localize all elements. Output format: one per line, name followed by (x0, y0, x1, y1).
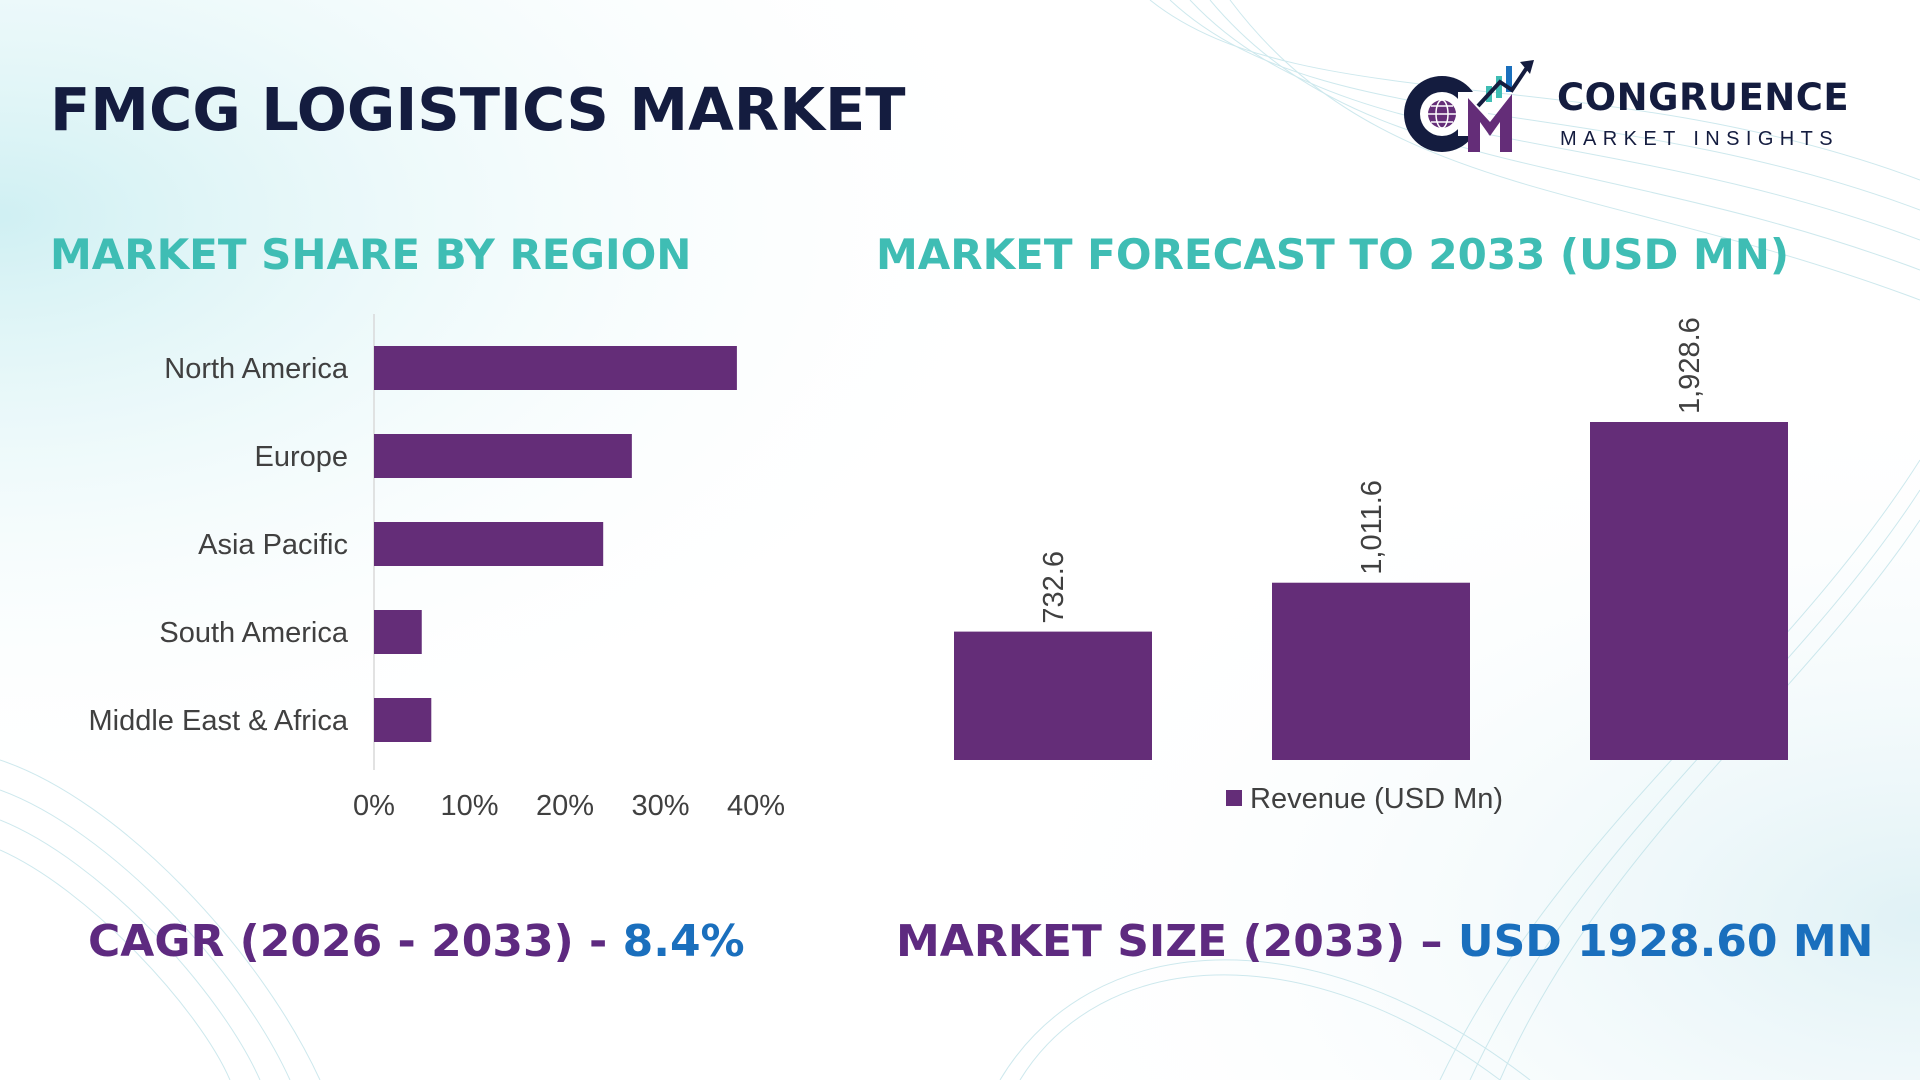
cagr-label: CAGR (2026 - 2033) - (88, 916, 623, 967)
x-tick-label: 40% (727, 790, 785, 822)
logo-tagline: MARKET INSIGHTS (1560, 128, 1839, 150)
region-label: Middle East & Africa (89, 705, 349, 737)
market-size-value: USD 1928.60 MN (1457, 916, 1874, 967)
x-tick-label: 10% (440, 790, 498, 822)
brand-logo: CONGRUENCE MARKET INSIGHTS (1400, 52, 1870, 162)
region-label: South America (159, 617, 348, 649)
x-tick-label: 0% (353, 790, 395, 822)
region-bar (374, 698, 432, 742)
region-bar (374, 522, 604, 566)
region-bar (374, 346, 737, 390)
region-label: North America (164, 353, 349, 385)
forecast-bar (1272, 582, 1470, 760)
logo-mark-icon (1404, 60, 1534, 152)
forecast-data-label: 1,011.6 (1356, 480, 1388, 575)
x-tick-label: 30% (631, 790, 689, 822)
cagr-footer: CAGR (2026 - 2033) - 8.4% (88, 916, 745, 967)
cagr-value: 8.4% (622, 916, 745, 967)
forecast-bar (1590, 422, 1788, 760)
region-bar (374, 610, 422, 654)
region-label: Europe (254, 441, 348, 473)
region-share-title: MARKET SHARE BY REGION (50, 230, 692, 279)
logo-name: CONGRUENCE (1557, 76, 1850, 119)
forecast-bar (954, 631, 1152, 760)
forecast-data-label: 732.6 (1038, 551, 1070, 624)
region-share-chart: North America Europe Asia Pacific South Ame… (89, 314, 785, 822)
forecast-data-label: 1,928.6 (1674, 317, 1706, 414)
x-tick-label: 20% (536, 790, 594, 822)
page-title: FMCG LOGISTICS MARKET (50, 75, 906, 144)
legend-label: Revenue (USD Mn) (1250, 783, 1503, 815)
market-size-label: MARKET SIZE (2033) – (896, 916, 1458, 967)
forecast-chart: 732.6 1,011.6 1,928.6 Revenue (USD Mn) (954, 317, 1788, 815)
legend-swatch (1226, 790, 1242, 806)
market-size-footer: MARKET SIZE (2033) – USD 1928.60 MN (896, 916, 1874, 967)
region-label: Asia Pacific (198, 529, 348, 561)
forecast-title: MARKET FORECAST TO 2033 (USD MN) (876, 230, 1790, 279)
region-bar (374, 434, 632, 478)
